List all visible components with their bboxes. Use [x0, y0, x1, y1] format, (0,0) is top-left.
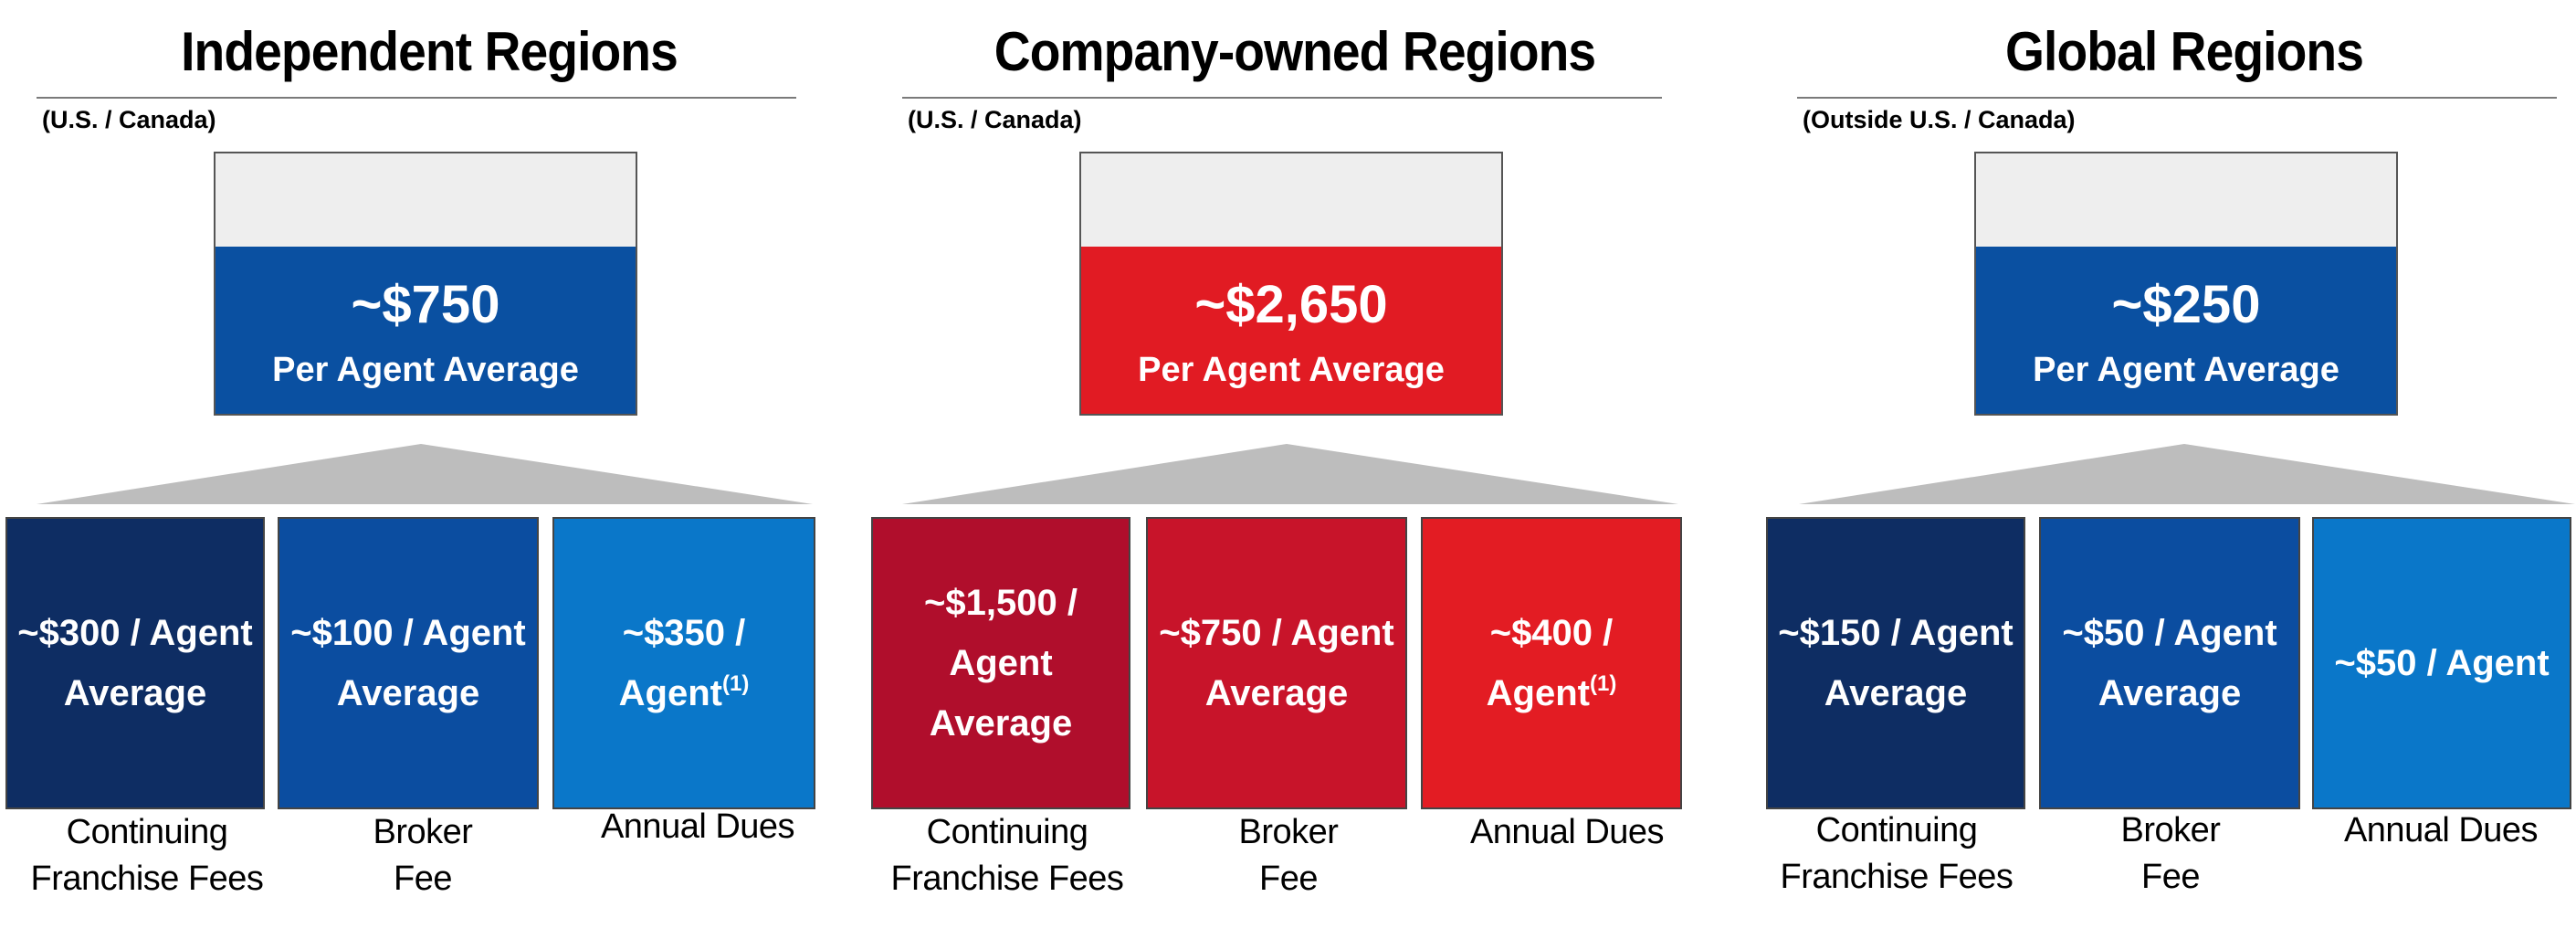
fee-label-broker: Broker Fee — [2120, 811, 2221, 896]
fee-value: ~$350 / Agent — [618, 613, 746, 713]
fee-label-broker: Broker Fee — [373, 813, 473, 898]
summary-box: ~$250 Per Agent Average — [1974, 152, 2398, 416]
region-subtitle: (Outside U.S. / Canada) — [1803, 106, 2076, 133]
fee-box-continuing-franchise: ~$300 / Agent Average — [5, 517, 265, 809]
fee-label-annual-dues: Annual Dues — [600, 807, 795, 846]
fee-value: ~$100 / Agent Average — [290, 613, 526, 713]
fee-value: ~$750 / Agent Average — [1159, 613, 1394, 713]
fee-label-annual-dues: Annual Dues — [2343, 811, 2539, 849]
fee-box-annual-dues: ~$400 / Agent(1) — [1421, 517, 1682, 809]
fee-box-broker: ~$50 / Agent Average — [2039, 517, 2300, 809]
summary-cap — [1976, 153, 2396, 247]
fee-value: ~$300 / Agent Average — [17, 613, 253, 713]
fee-value: ~$1,500 / Agent Average — [924, 583, 1078, 744]
fee-value: ~$400 / Agent — [1486, 613, 1614, 713]
summary-label: Per Agent Average — [1138, 351, 1445, 389]
summary-amount: ~$2,650 — [1194, 275, 1388, 334]
breakdown-connector — [1799, 444, 2575, 504]
summary-label: Per Agent Average — [272, 351, 579, 389]
fee-box-continuing-franchise: ~$150 / Agent Average — [1766, 517, 2025, 809]
fee-label-continuing-franchise: Continuing Franchise Fees — [890, 813, 1124, 898]
title-rule — [902, 97, 1662, 99]
region-subtitle: (U.S. / Canada) — [42, 106, 216, 133]
footnote-marker: (1) — [1589, 671, 1617, 696]
footnote-marker: (1) — [721, 671, 750, 696]
breakdown-connector — [37, 444, 813, 504]
fee-box-broker: ~$750 / Agent Average — [1146, 517, 1407, 809]
summary-box: ~$750 Per Agent Average — [214, 152, 637, 416]
region-title: Independent Regions — [181, 21, 678, 82]
summary-amount: ~$250 — [2111, 275, 2261, 334]
fee-box-annual-dues: ~$50 / Agent — [2312, 517, 2571, 809]
breakdown-connector — [902, 444, 1678, 504]
fee-box-broker: ~$100 / Agent Average — [278, 517, 539, 809]
fee-label-continuing-franchise: Continuing Franchise Fees — [30, 813, 264, 898]
fee-label-continuing-franchise: Continuing Franchise Fees — [1780, 811, 2013, 896]
title-rule — [1797, 97, 2557, 99]
fee-value: ~$50 / Agent Average — [2062, 613, 2277, 713]
summary-fill: ~$2,650 Per Agent Average — [1081, 247, 1501, 414]
summary-label: Per Agent Average — [2033, 351, 2339, 389]
region-title: Company-owned Regions — [994, 21, 1596, 82]
fee-value: ~$50 / Agent — [2334, 643, 2550, 683]
summary-box: ~$2,650 Per Agent Average — [1079, 152, 1503, 416]
summary-fill: ~$750 Per Agent Average — [216, 247, 636, 414]
fee-value: ~$150 / Agent Average — [1778, 613, 2013, 713]
summary-amount: ~$750 — [351, 275, 500, 334]
title-rule — [37, 97, 796, 99]
region-subtitle: (U.S. / Canada) — [908, 106, 1082, 133]
fee-label-broker: Broker Fee — [1238, 813, 1339, 898]
summary-cap — [216, 153, 636, 247]
region-title: Global Regions — [2005, 21, 2364, 82]
summary-fill: ~$250 Per Agent Average — [1976, 247, 2396, 414]
fee-box-annual-dues: ~$350 / Agent(1) — [552, 517, 815, 809]
fee-box-continuing-franchise: ~$1,500 / Agent Average — [871, 517, 1130, 809]
fee-label-annual-dues: Annual Dues — [1469, 813, 1665, 851]
summary-cap — [1081, 153, 1501, 247]
